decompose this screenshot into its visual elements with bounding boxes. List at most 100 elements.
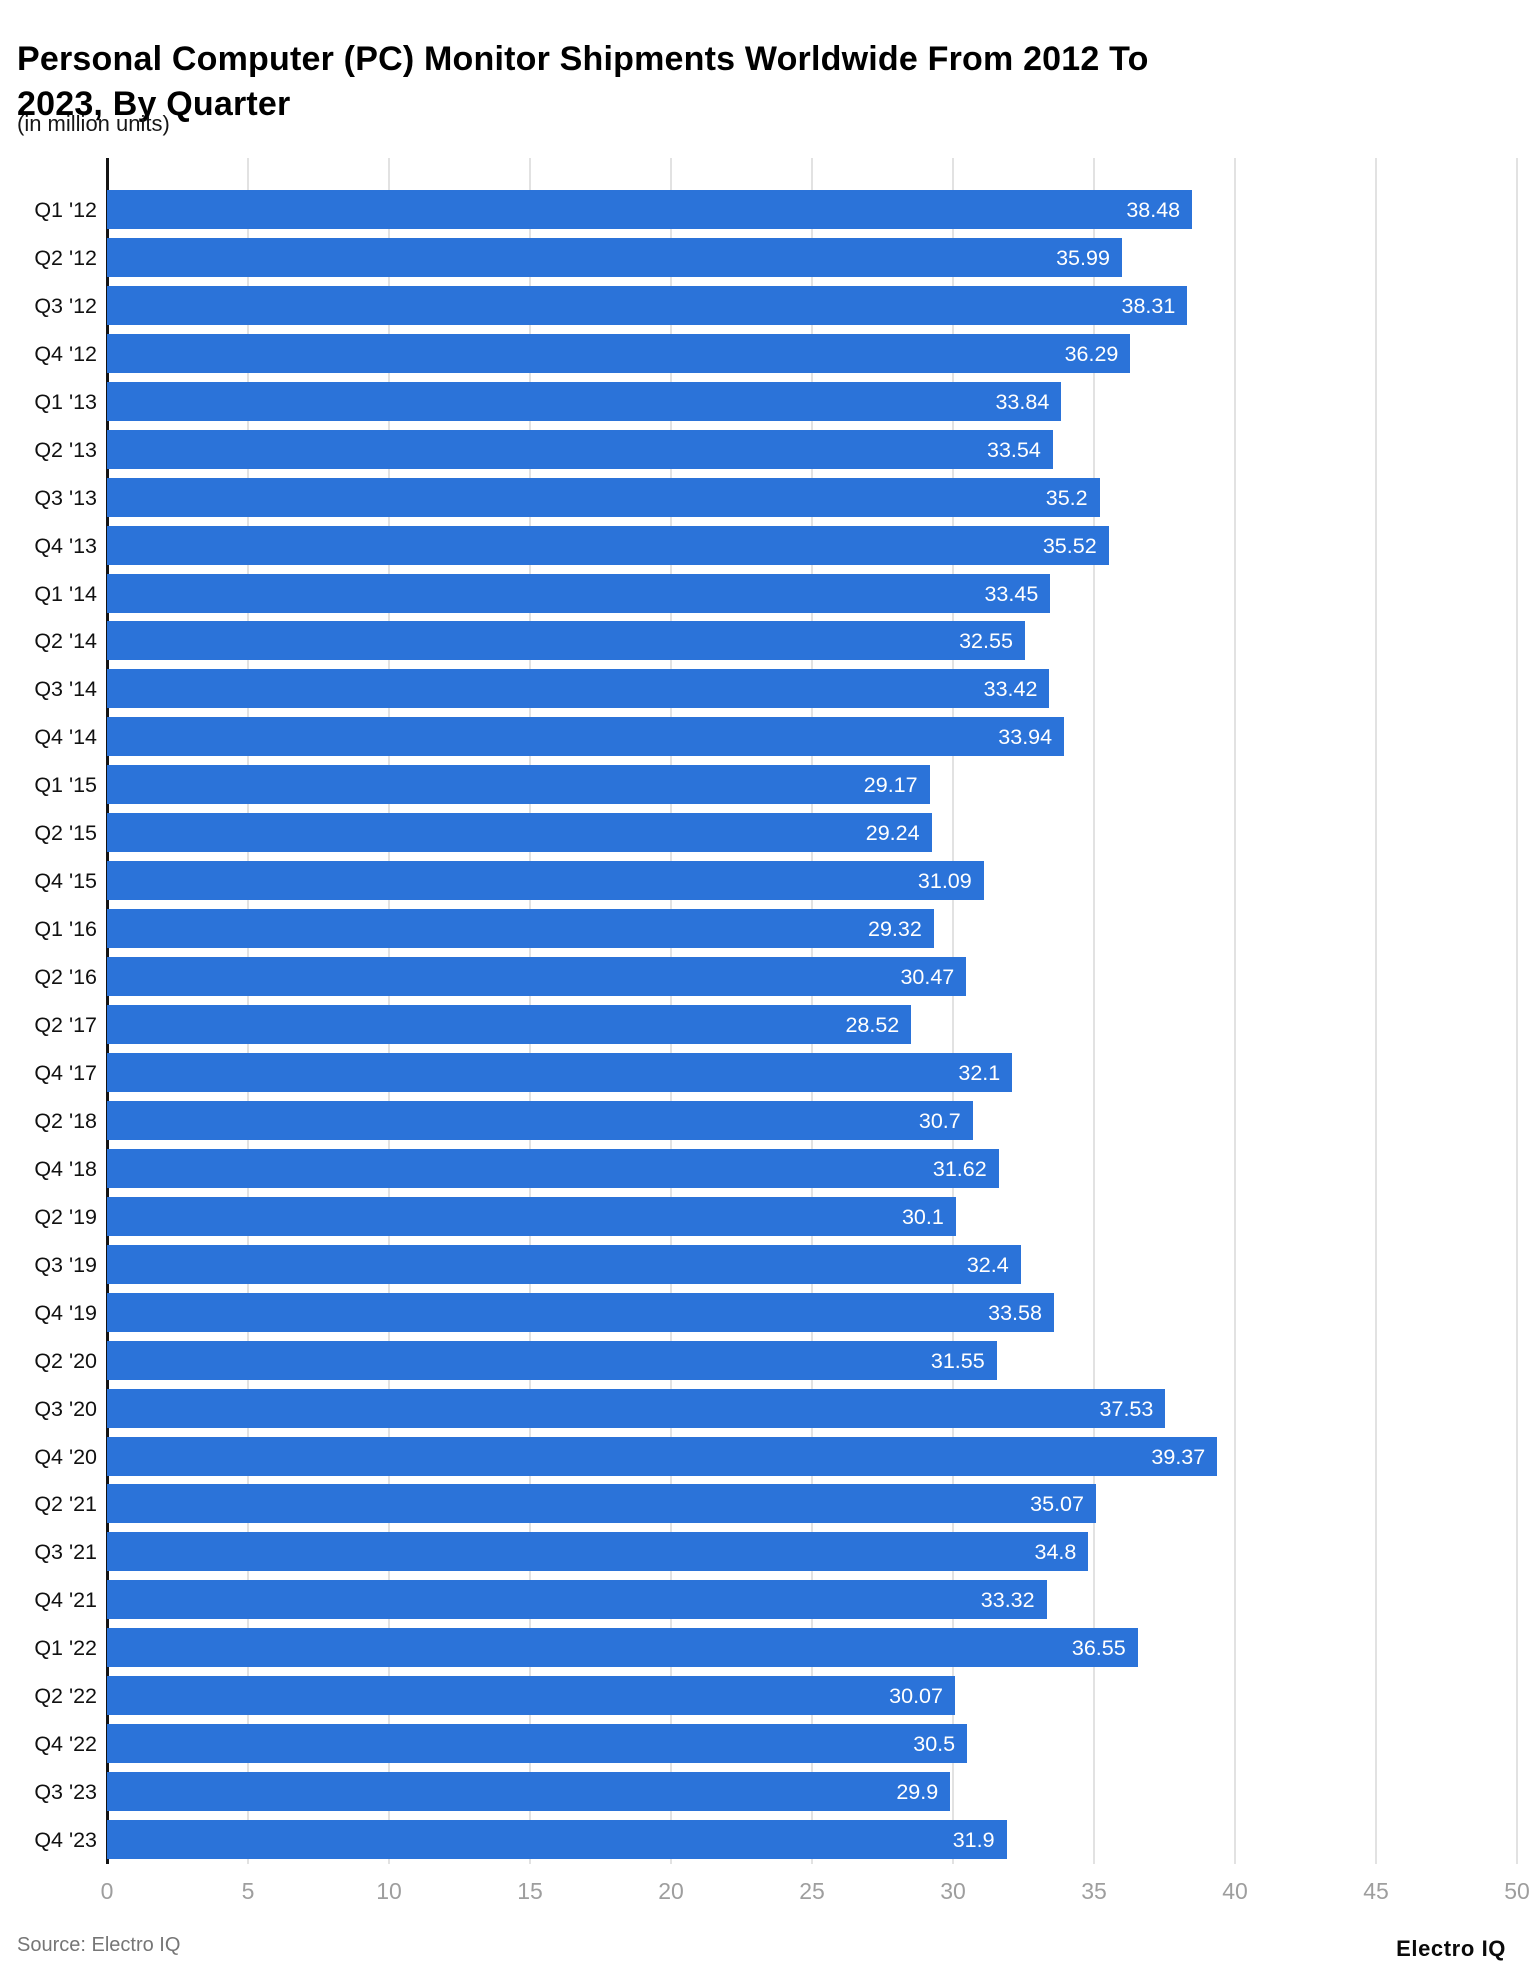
bar: 33.32 <box>107 1580 1047 1620</box>
chart-row: 36.55 <box>107 1624 1517 1672</box>
page-title: Personal Computer (PC) Monitor Shipments… <box>17 39 1149 123</box>
x-tick-label: 10 <box>376 1878 402 1904</box>
value-label: 31.55 <box>930 1348 985 1373</box>
bar: 30.7 <box>107 1100 973 1140</box>
x-tick-label: 5 <box>241 1878 255 1904</box>
gridline <box>1516 158 1518 1864</box>
value-label: 34.8 <box>1034 1540 1077 1565</box>
value-label: 31.09 <box>917 869 972 894</box>
category-label: Q2 '19 <box>34 1204 97 1229</box>
bar: 33.58 <box>107 1292 1054 1332</box>
category-label: Q3 '20 <box>34 1396 97 1421</box>
chart-row: 29.9 <box>107 1768 1517 1816</box>
x-tick-label: 45 <box>1363 1878 1389 1904</box>
chart-row: 29.17 <box>107 761 1517 809</box>
x-tick-label: 30 <box>940 1878 966 1904</box>
category-label: Q4 '14 <box>34 725 97 750</box>
bar: 29.9 <box>107 1772 951 1812</box>
chart-row: 28.52 <box>107 1001 1517 1049</box>
value-label: 32.1 <box>958 1060 1001 1085</box>
category-label: Q1 '16 <box>34 917 97 942</box>
value-label: 35.07 <box>1030 1492 1084 1517</box>
value-label: 35.52 <box>1042 533 1097 558</box>
category-label: Q3 '13 <box>34 485 97 510</box>
bar: 30.5 <box>107 1724 968 1764</box>
chart-row: 30.7 <box>107 1097 1517 1145</box>
value-label: 33.84 <box>995 389 1050 414</box>
x-axis: 0 5 10 15 20 25 30 35 40 45 50 <box>101 1878 1530 1908</box>
chart-row: 30.5 <box>107 1720 1517 1768</box>
bar: 31.55 <box>107 1340 997 1380</box>
chart-row: 39.37 <box>107 1433 1517 1481</box>
category-label: Q2 '14 <box>34 629 97 654</box>
value-label: 29.9 <box>896 1780 939 1805</box>
bar: 31.09 <box>107 861 984 901</box>
bar: 31.9 <box>107 1820 1007 1860</box>
category-label: Q2 '16 <box>34 965 97 990</box>
value-label: 32.4 <box>966 1252 1009 1277</box>
chart-row: 35.99 <box>107 234 1517 282</box>
bar: 28.52 <box>107 1005 912 1045</box>
x-tick-label: 20 <box>658 1878 684 1904</box>
category-label: Q1 '13 <box>34 389 97 414</box>
gridline <box>1234 158 1236 1864</box>
chart-row: 30.07 <box>107 1672 1517 1720</box>
value-label: 29.24 <box>865 821 920 846</box>
chart-row: 29.32 <box>107 905 1517 953</box>
chart-row: 35.07 <box>107 1480 1517 1528</box>
category-label: Q2 '20 <box>34 1348 97 1373</box>
bar: 31.62 <box>107 1148 999 1188</box>
bar: 33.42 <box>107 669 1050 709</box>
category-label: Q4 '13 <box>34 533 97 558</box>
value-label: 35.2 <box>1045 485 1088 510</box>
category-label: Q4 '23 <box>34 1828 97 1853</box>
bar: 35.2 <box>107 477 1100 517</box>
category-label: Q1 '14 <box>34 581 97 606</box>
category-label: Q3 '14 <box>34 677 97 702</box>
category-label: Q3 '19 <box>34 1252 97 1277</box>
value-label: 38.48 <box>1126 198 1181 222</box>
bar: 38.31 <box>107 285 1188 325</box>
bar: 38.48 <box>107 190 1193 229</box>
value-label: 35.99 <box>1056 245 1110 270</box>
chart-row: 38.31 <box>107 282 1517 330</box>
bar: 29.24 <box>107 813 932 853</box>
source-text: Source: Electro IQ <box>17 1934 181 1956</box>
chart-row: 33.42 <box>107 665 1517 713</box>
value-label: 30.1 <box>901 1204 944 1229</box>
chart-row: 32.1 <box>107 1049 1517 1097</box>
category-label: Q1 '15 <box>34 773 97 798</box>
x-tick-label: 35 <box>1081 1878 1107 1904</box>
chart-row: 30.47 <box>107 953 1517 1001</box>
category-label: Q4 '17 <box>34 1060 97 1085</box>
chart-row: 34.8 <box>107 1528 1517 1576</box>
bar: 37.53 <box>107 1388 1166 1428</box>
category-label: Q4 '20 <box>34 1444 97 1469</box>
value-label: 33.58 <box>988 1300 1042 1325</box>
gridline <box>1375 158 1377 1864</box>
bar: 35.07 <box>107 1484 1096 1524</box>
x-tick-label: 0 <box>100 1878 114 1904</box>
chart-row: 29.24 <box>107 809 1517 857</box>
category-label: Q3 '21 <box>34 1540 97 1565</box>
bar: 30.07 <box>107 1676 955 1716</box>
value-label: 30.07 <box>889 1684 943 1709</box>
category-label: Q4 '19 <box>34 1300 97 1325</box>
bar: 30.47 <box>107 957 967 997</box>
value-label: 33.32 <box>980 1588 1035 1613</box>
chart-row: 33.94 <box>107 713 1517 761</box>
chart-row: 32.4 <box>107 1241 1517 1289</box>
chart-row: 31.9 <box>107 1816 1517 1864</box>
chart-row: 33.45 <box>107 570 1517 618</box>
chart-row: 32.55 <box>107 617 1517 665</box>
category-label: Q2 '18 <box>34 1108 97 1133</box>
category-label: Q1 '12 <box>34 198 97 222</box>
chart-row: 30.1 <box>107 1193 1517 1241</box>
value-label: 36.55 <box>1071 1636 1126 1661</box>
value-label: 28.52 <box>845 1013 900 1038</box>
brand-logo: Electro IQ <box>1396 1936 1506 1961</box>
category-label: Q4 '15 <box>34 869 97 894</box>
value-label: 33.45 <box>984 581 1039 606</box>
category-label: Q4 '22 <box>34 1732 97 1757</box>
